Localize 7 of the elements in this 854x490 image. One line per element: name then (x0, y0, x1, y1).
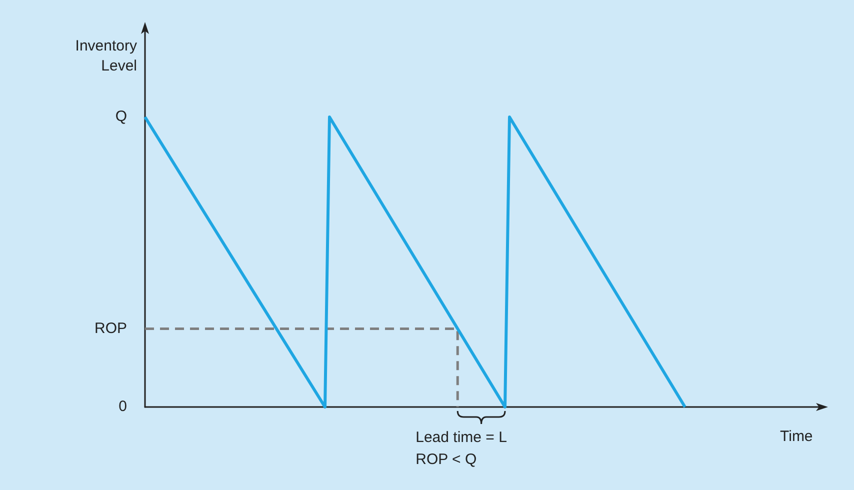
y-axis-title: Inventory Level (75, 38, 138, 74)
text: Lead time = L (416, 429, 507, 446)
ref-line-label: ROP (94, 320, 127, 337)
text: 0 (118, 398, 127, 415)
text: Q (115, 108, 127, 125)
x-axis-title: Time (780, 428, 813, 445)
text: ROP < Q (416, 451, 477, 468)
